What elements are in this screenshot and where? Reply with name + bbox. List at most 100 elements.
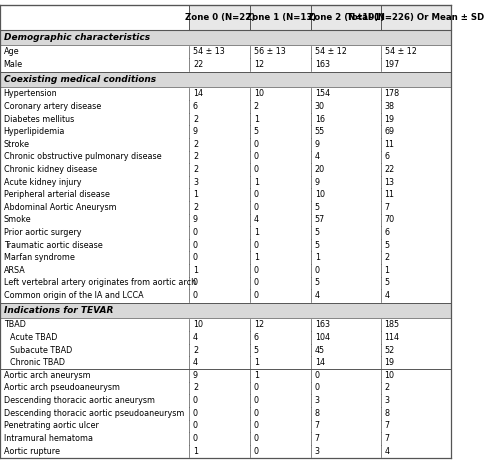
Text: 0: 0 xyxy=(254,152,259,162)
Text: 8: 8 xyxy=(315,409,319,418)
Text: 10: 10 xyxy=(193,320,203,330)
Text: 7: 7 xyxy=(385,421,390,430)
Text: 2: 2 xyxy=(193,152,198,162)
Bar xyxy=(0,264,451,277)
Text: Hyperlipidemia: Hyperlipidemia xyxy=(3,127,65,136)
Text: 0: 0 xyxy=(254,241,259,250)
Text: 2: 2 xyxy=(193,203,198,212)
Text: 54 ± 13: 54 ± 13 xyxy=(193,47,225,56)
Text: ARSA: ARSA xyxy=(3,266,25,275)
Bar xyxy=(311,5,381,30)
Text: 38: 38 xyxy=(385,102,394,111)
Text: Acute kidney injury: Acute kidney injury xyxy=(3,178,81,187)
Text: 0: 0 xyxy=(254,190,259,199)
Text: 9: 9 xyxy=(315,178,320,187)
Text: Demographic characteristics: Demographic characteristics xyxy=(3,33,150,42)
Text: 0: 0 xyxy=(193,421,198,430)
Text: 69: 69 xyxy=(385,127,394,136)
Text: 9: 9 xyxy=(315,140,320,149)
Text: 6: 6 xyxy=(385,228,390,237)
Text: Descending thoracic aortic aneurysm: Descending thoracic aortic aneurysm xyxy=(3,396,155,405)
Bar xyxy=(0,100,451,113)
Text: 0: 0 xyxy=(193,434,198,443)
Bar xyxy=(0,45,451,58)
Text: 11: 11 xyxy=(385,190,394,199)
Text: Descending thoracic aortic pseudoaneurysm: Descending thoracic aortic pseudoaneurys… xyxy=(3,409,184,418)
Text: 9: 9 xyxy=(193,215,198,225)
Text: Abdominal Aortic Aneurysm: Abdominal Aortic Aneurysm xyxy=(3,203,116,212)
Text: TBAD: TBAD xyxy=(3,320,25,330)
Bar xyxy=(0,30,451,44)
Text: 11: 11 xyxy=(385,140,394,149)
Text: Left vertebral artery originates from aortic arch: Left vertebral artery originates from ao… xyxy=(3,278,196,288)
Text: 4: 4 xyxy=(315,291,319,300)
Bar xyxy=(381,5,451,30)
Text: 5: 5 xyxy=(315,228,320,237)
Text: 6: 6 xyxy=(385,152,390,162)
Text: 22: 22 xyxy=(193,60,203,69)
Bar xyxy=(0,72,451,87)
Text: Zone 2 (N=191): Zone 2 (N=191) xyxy=(308,13,384,22)
Text: 5: 5 xyxy=(385,278,390,288)
Text: Stroke: Stroke xyxy=(3,140,29,149)
Text: 4: 4 xyxy=(193,333,198,342)
Text: 2: 2 xyxy=(254,102,259,111)
Text: 7: 7 xyxy=(315,434,320,443)
Text: Smoke: Smoke xyxy=(3,215,31,225)
Text: Marfan syndrome: Marfan syndrome xyxy=(3,253,74,262)
Text: 1: 1 xyxy=(254,371,259,380)
Text: 0: 0 xyxy=(254,421,259,430)
Text: 3: 3 xyxy=(385,396,390,405)
Text: 1: 1 xyxy=(193,446,198,456)
Text: 7: 7 xyxy=(315,421,320,430)
Bar xyxy=(0,445,451,457)
Bar xyxy=(0,213,451,226)
Text: 0: 0 xyxy=(193,253,198,262)
Text: Chronic obstructive pulmonary disease: Chronic obstructive pulmonary disease xyxy=(3,152,161,162)
Text: 1: 1 xyxy=(193,190,198,199)
Text: 9: 9 xyxy=(193,371,198,380)
Text: 54 ± 12: 54 ± 12 xyxy=(315,47,346,56)
Text: 9: 9 xyxy=(193,127,198,136)
Text: 10: 10 xyxy=(315,190,325,199)
Bar xyxy=(0,432,451,445)
Bar xyxy=(0,5,189,30)
Text: 10: 10 xyxy=(385,371,394,380)
Text: Aortic arch pseudoaneurysm: Aortic arch pseudoaneurysm xyxy=(3,383,120,393)
Bar xyxy=(0,382,451,394)
Text: Hypertension: Hypertension xyxy=(3,89,57,99)
Text: 0: 0 xyxy=(193,409,198,418)
Text: 4: 4 xyxy=(315,152,319,162)
Text: 0: 0 xyxy=(193,241,198,250)
Text: 0: 0 xyxy=(254,291,259,300)
Text: Zone 0 (N=22): Zone 0 (N=22) xyxy=(185,13,255,22)
Text: 5: 5 xyxy=(315,203,320,212)
Text: 56 ± 13: 56 ± 13 xyxy=(254,47,286,56)
Text: Zone 1 (N=13): Zone 1 (N=13) xyxy=(245,13,316,22)
Text: 0: 0 xyxy=(254,383,259,393)
Text: 14: 14 xyxy=(193,89,203,99)
Text: 163: 163 xyxy=(315,60,330,69)
Text: 10: 10 xyxy=(254,89,264,99)
Text: 0: 0 xyxy=(193,291,198,300)
Text: 2: 2 xyxy=(385,253,390,262)
Text: 7: 7 xyxy=(385,434,390,443)
Text: 0: 0 xyxy=(254,165,259,174)
Text: 1: 1 xyxy=(254,358,259,367)
Text: 4: 4 xyxy=(254,215,259,225)
Text: 5: 5 xyxy=(254,346,259,355)
Text: 114: 114 xyxy=(385,333,399,342)
Text: 1: 1 xyxy=(254,253,259,262)
Bar xyxy=(0,125,451,138)
Text: Common origin of the IA and LCCA: Common origin of the IA and LCCA xyxy=(3,291,143,300)
Bar xyxy=(0,188,451,201)
Bar xyxy=(0,251,451,264)
Bar xyxy=(0,277,451,289)
Text: 1: 1 xyxy=(385,266,390,275)
Text: Age: Age xyxy=(3,47,19,56)
Text: 0: 0 xyxy=(254,446,259,456)
Text: 0: 0 xyxy=(254,203,259,212)
Bar xyxy=(0,163,451,176)
Text: 2: 2 xyxy=(193,140,198,149)
Bar xyxy=(0,138,451,150)
